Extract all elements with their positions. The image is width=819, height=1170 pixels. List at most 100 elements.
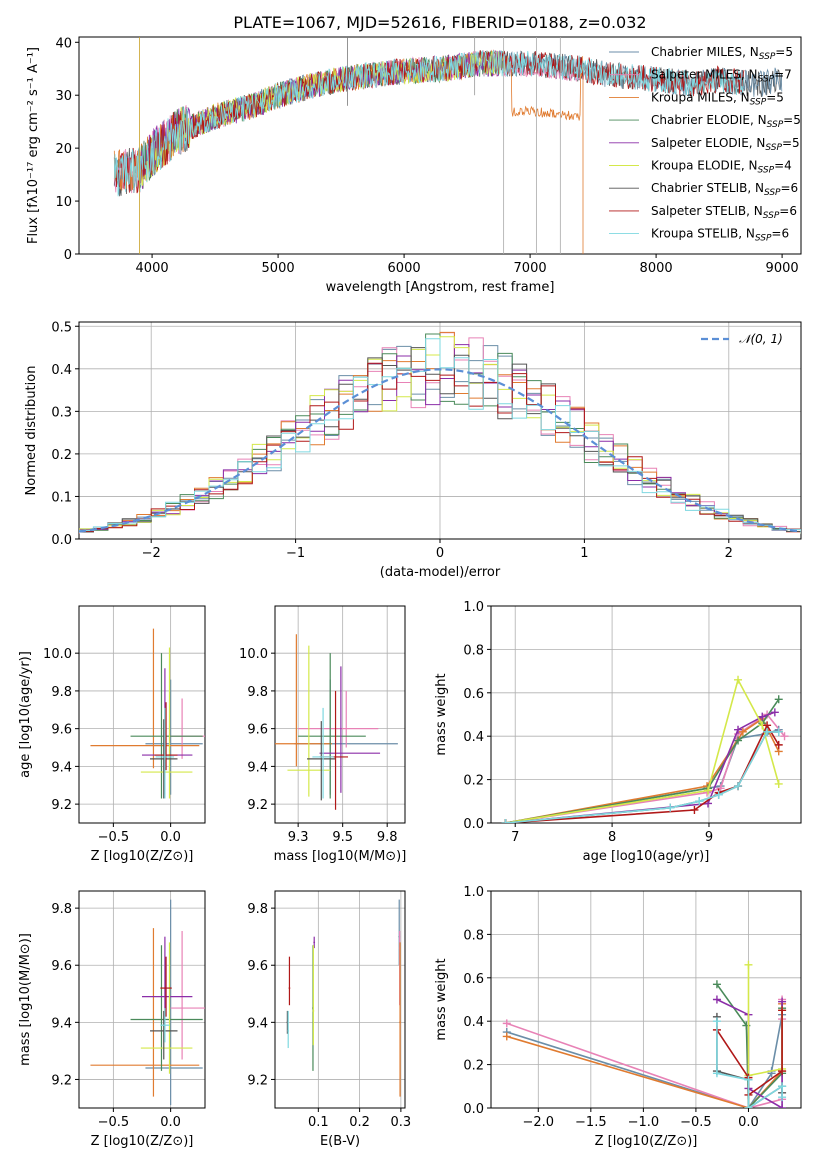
x-tick-label: 9000 — [766, 261, 799, 276]
x-tick-label: 1 — [580, 546, 588, 561]
x-axis-label: Z [log10(Z/Z⊙)] — [595, 1134, 698, 1149]
y-tick-label: 9.4 — [51, 760, 72, 775]
x-axis-label: (data-model)/error — [380, 565, 501, 580]
x-tick-label: 9 — [705, 830, 713, 845]
y-tick-label: 1.0 — [463, 600, 484, 615]
panel-residuals: −2 −1 0 1 2 0.0 0.1 0.2 0.3 0.4 0.5 (data-model)/er… — [24, 320, 802, 580]
legend-label-end: =7 — [774, 68, 792, 82]
legend-label-sub: SSP — [763, 211, 780, 221]
plot-area — [113, 37, 783, 254]
weight-marker — [778, 1082, 787, 1091]
legend-label-main: Salpeter MILES, N — [651, 68, 758, 82]
legend-label: Chabrier ELODIE, NSSP=5 — [651, 113, 801, 130]
panel-spectrum: 4000 5000 6000 7000 8000 9000 0 10 20 30 40 wavelen… — [26, 36, 802, 295]
y-tick-label: 9.8 — [247, 685, 268, 700]
weight-marker — [734, 675, 743, 684]
x-axis-label: wavelength [Angstrom, rest frame] — [326, 280, 555, 295]
legend-label: Salpeter ELODIE, NSSP=5 — [651, 136, 800, 153]
weight-marker — [770, 708, 779, 717]
legend-label-main: Salpeter STELIB, N — [651, 204, 763, 218]
plot-area — [79, 331, 801, 534]
y-tick-label: 40 — [55, 36, 72, 51]
y-tick-label: 9.6 — [51, 959, 72, 974]
y-axis-label: mass [log10(M/M⊙)] — [18, 933, 33, 1066]
y-tick-label: 9.2 — [247, 798, 268, 813]
weight-marker — [712, 980, 721, 989]
legend-label-main: Kroupa MILES, N — [651, 90, 750, 104]
legend-label: Chabrier MILES, NSSP=5 — [651, 45, 793, 62]
plot-area — [275, 634, 398, 810]
x-tick-label: 2 — [725, 546, 733, 561]
weight-marker — [666, 803, 675, 812]
legend-label-main: Kroupa STELIB, N — [651, 227, 755, 241]
axes-frame — [78, 890, 206, 1109]
weight-marker — [774, 695, 783, 704]
spectrum-line-7 — [114, 49, 745, 194]
weight-marker — [778, 997, 787, 1006]
legend-label-sub: SSP — [755, 234, 772, 244]
legend-label-sub: SSP — [765, 143, 782, 153]
panel-age_vs_mass: 9.3 9.5 9.8 9.2 9.4 9.6 9.8 10.0 mass [log10(M/M… — [239, 605, 407, 864]
legend-label: Salpeter STELIB, NSSP=6 — [651, 204, 797, 221]
axes-frame — [274, 890, 406, 1109]
panel-mass_vs_Z: −0.5 0.0 9.2 9.4 9.6 9.8 Z [log10(Z/Z⊙)] mass [… — [18, 890, 206, 1149]
weight-line-4 — [505, 711, 776, 823]
panel-age_vs_Z: −0.5 0.0 9.2 9.4 9.6 9.8 10.0 Z [log10(Z/Z⊙)] ag… — [18, 605, 206, 864]
weight-marker — [734, 725, 743, 734]
weight-line-7 — [505, 723, 780, 823]
weight-line-0 — [506, 1014, 783, 1108]
x-tick-label: −0.5 — [98, 1115, 130, 1130]
legend-label-end: =5 — [775, 45, 793, 59]
plot-area — [501, 675, 789, 823]
x-tick-label: −0.5 — [98, 830, 130, 845]
weight-marker — [774, 779, 783, 788]
y-axis-label: Normed distribution — [24, 366, 39, 496]
y-tick-label: 0 — [64, 248, 72, 263]
weight-marker — [501, 819, 510, 823]
weight-marker — [778, 1093, 787, 1102]
y-tick-label: 30 — [55, 89, 72, 104]
x-tick-label: 9.5 — [332, 830, 353, 845]
y-tick-label: 0.0 — [463, 817, 484, 832]
x-tick-label: 9.3 — [288, 830, 309, 845]
y-tick-label: 0.2 — [463, 774, 484, 789]
legend-label-sub: SSP — [759, 52, 776, 62]
spectrum-line-8 — [113, 49, 745, 197]
weight-marker — [778, 1006, 787, 1015]
x-tick-label: 7 — [511, 830, 519, 845]
figure-title: PLATE=1067, MJD=52616, FIBERID=0188, z=0… — [233, 13, 646, 32]
weight-marker — [744, 1075, 753, 1084]
legend-label-end: =4 — [774, 159, 792, 173]
x-tick-label: 0.0 — [160, 830, 181, 845]
axes-frame — [78, 605, 206, 824]
x-tick-label: −2 — [142, 546, 161, 561]
weight-line-1 — [505, 713, 786, 823]
y-tick-label: 0.1 — [51, 490, 72, 505]
y-tick-label: 9.2 — [247, 1073, 268, 1088]
y-tick-label: 0.5 — [51, 320, 72, 335]
plot-area — [286, 899, 401, 1097]
y-tick-label: 0.0 — [463, 1102, 484, 1117]
weight-marker — [738, 727, 747, 736]
legend-label: Kroupa STELIB, NSSP=6 — [651, 227, 789, 244]
legend-label-end: =5 — [766, 90, 784, 104]
y-axis-label: Flux [fλ10⁻¹⁷ erg cm⁻² s⁻¹ A⁻¹] — [26, 47, 41, 244]
y-tick-label: 9.4 — [247, 1016, 268, 1031]
weight-marker — [744, 1104, 753, 1108]
x-tick-label: −1.5 — [575, 1115, 607, 1130]
legend-label-main: Salpeter ELODIE, N — [651, 136, 765, 150]
legend-label-sub: SSP — [758, 75, 775, 85]
y-tick-label: 9.8 — [247, 902, 268, 917]
axes-frame — [490, 890, 802, 1109]
weight-marker — [714, 790, 723, 799]
x-tick-label: 8 — [608, 830, 616, 845]
weight-line-5 — [505, 677, 780, 823]
y-tick-label: 10.0 — [43, 647, 72, 662]
legend-label: Kroupa ELODIE, NSSP=4 — [651, 159, 792, 176]
weight-line-1 — [506, 999, 783, 1108]
x-axis-label: mass [log10(M/M⊙)] — [274, 849, 407, 864]
y-tick-label: 0.2 — [51, 448, 72, 463]
x-tick-label: −0.5 — [680, 1115, 712, 1130]
weight-marker — [704, 786, 712, 795]
